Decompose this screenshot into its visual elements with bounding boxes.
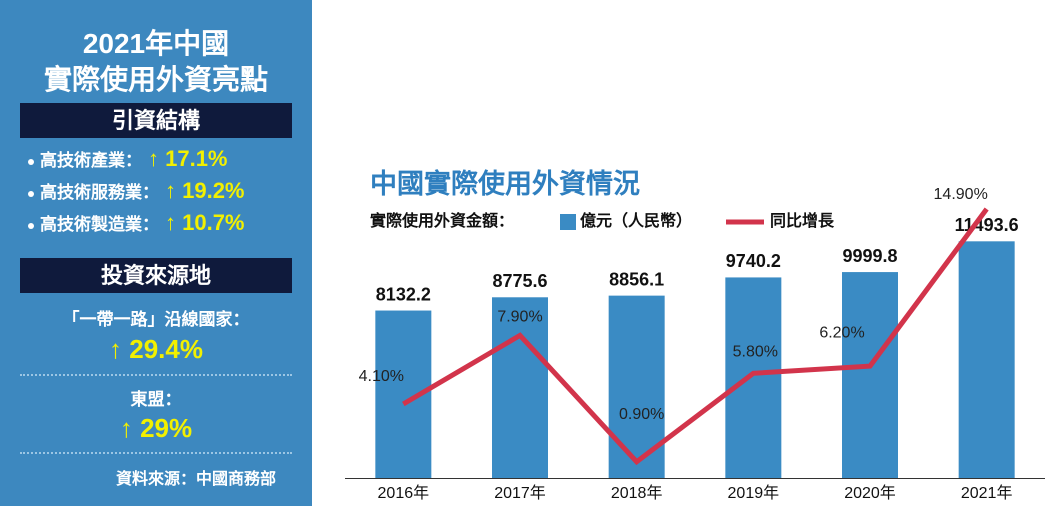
item-value: ↑ 17.1% bbox=[148, 146, 228, 171]
bar-value-label: 9740.2 bbox=[726, 251, 781, 271]
x-tick-label: 2021年 bbox=[961, 484, 1013, 502]
item-label: 高技術產業： bbox=[40, 151, 142, 170]
chart-title: 中國實際使用外資情況 bbox=[370, 168, 640, 199]
item-label: 高技術服務業： bbox=[40, 183, 159, 202]
divider bbox=[20, 374, 292, 376]
item-label: 「一帶一路」沿線國家： bbox=[62, 310, 250, 329]
bar bbox=[608, 295, 665, 478]
bar bbox=[725, 277, 782, 478]
panel-title: 實際使用外資亮點 bbox=[43, 64, 268, 95]
bar bbox=[492, 297, 548, 478]
line-value-label: 0.90% bbox=[619, 406, 664, 423]
bar-value-label: 9999.8 bbox=[842, 246, 897, 266]
panel-title: 2021年中國 bbox=[82, 28, 230, 59]
item-value: ↑ 29.4% bbox=[109, 334, 203, 364]
item-label: 東盟： bbox=[130, 390, 182, 409]
growth-line bbox=[402, 207, 989, 466]
item-value: ↑ 29% bbox=[119, 413, 193, 443]
item-value: ↑ 10.7% bbox=[165, 210, 245, 235]
item-value: ↑ 19.2% bbox=[165, 178, 245, 203]
bar-value-label: 8132.2 bbox=[376, 284, 431, 304]
item-label: 高技術製造業： bbox=[40, 215, 159, 234]
item: 高技術製造業： ↑ 10.7% bbox=[28, 210, 245, 236]
x-tick-label: 2016年 bbox=[378, 484, 430, 502]
x-tick-label: 2018年 bbox=[611, 484, 663, 502]
line-value-label: 14.90% bbox=[934, 186, 988, 203]
legend-label: 同比增長 bbox=[770, 211, 835, 230]
bar-value-label: 8775.6 bbox=[492, 271, 547, 291]
bar bbox=[958, 241, 1015, 478]
x-tick-label: 2019年 bbox=[728, 484, 780, 502]
bar bbox=[842, 272, 898, 478]
section-heading: 引資結構 bbox=[20, 103, 292, 138]
line-value-label: 4.10% bbox=[359, 368, 404, 385]
item: 高技術產業： ↑ 17.1% bbox=[28, 146, 228, 172]
source: 資料來源：中國商務部 bbox=[115, 471, 276, 488]
bar-value-label: 11493.6 bbox=[955, 215, 1019, 235]
divider bbox=[20, 452, 292, 454]
x-tick-label: 2020年 bbox=[844, 484, 896, 502]
highlight-panel: 2021年中國 實際使用外資亮點 引資結構 高技術產業： ↑ 17.1% 高技術服… bbox=[0, 0, 312, 506]
section-heading: 投資來源地 bbox=[20, 258, 292, 293]
item: 高技術服務業： ↑ 19.2% bbox=[28, 178, 245, 204]
legend-swatch bbox=[560, 214, 576, 230]
line-value-label: 5.80% bbox=[733, 344, 778, 361]
legend-title: 實際使用外資金額： bbox=[370, 211, 514, 230]
line-value-label: 7.90% bbox=[497, 309, 542, 326]
bar-value-label: 8856.1 bbox=[609, 269, 664, 289]
line-value-label: 6.20% bbox=[819, 324, 864, 341]
x-tick-label: 2017年 bbox=[494, 484, 546, 502]
legend-label: 億元（人民幣） bbox=[580, 211, 692, 230]
